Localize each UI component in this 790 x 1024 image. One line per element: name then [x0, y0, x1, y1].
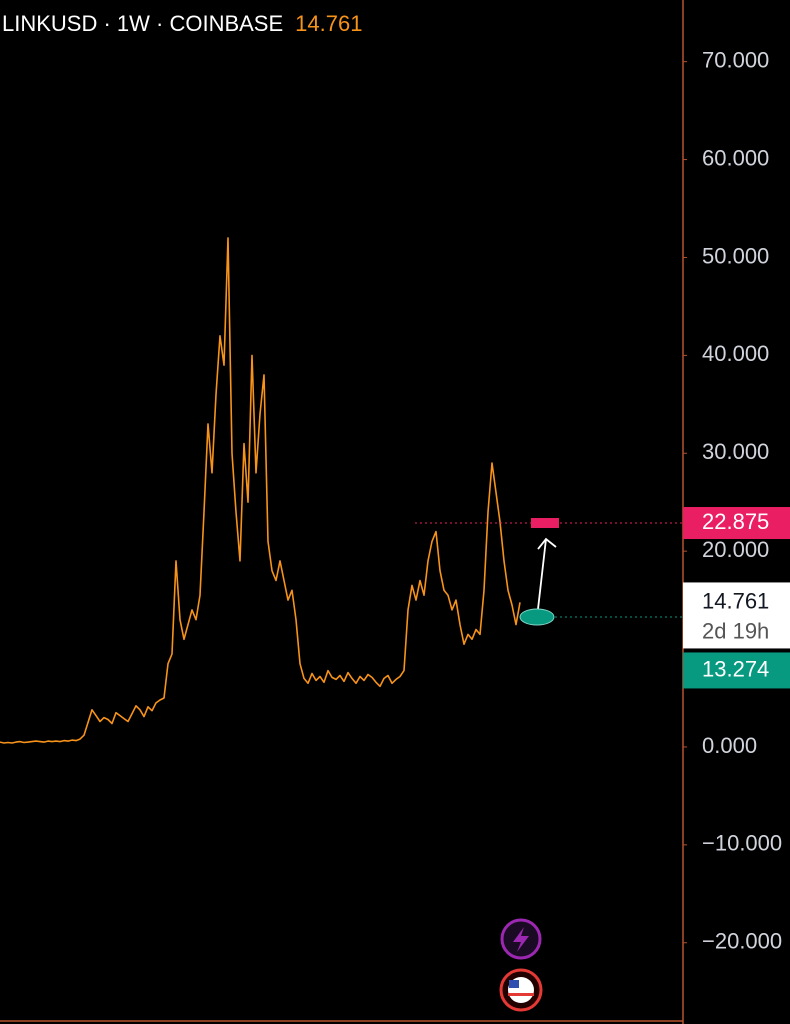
chart-title: LINKUSD · 1W · COINBASE: [2, 11, 283, 36]
arrow: [537, 537, 557, 610]
y-tick-label: 30.000: [702, 439, 769, 464]
entry-tag-label: 13.274: [702, 656, 769, 681]
y-tick-label: −10.000: [702, 831, 782, 856]
toolbar-icons: [499, 918, 543, 1012]
bolt-icon: [513, 927, 529, 952]
entry-tag: [683, 652, 790, 689]
last-price-tag: [683, 582, 790, 649]
flag-stripe: [508, 993, 534, 996]
last-price-label: 14.761: [702, 588, 769, 613]
y-tick-label: 60.000: [702, 145, 769, 170]
target-marker: [531, 518, 559, 529]
entry-marker: [519, 608, 555, 626]
target-tag: [683, 507, 790, 540]
price-line: [0, 237, 521, 744]
y-tick-label: 40.000: [702, 341, 769, 366]
y-tick-label: −20.000: [702, 929, 782, 954]
y-tick-label: 70.000: [702, 47, 769, 72]
header-price: 14.761: [295, 11, 362, 36]
y-tick-label: 20.000: [702, 537, 769, 562]
countdown: 2d 19h: [702, 618, 769, 643]
y-tick-label: 0.000: [702, 733, 757, 758]
y-tick-label: 50.000: [702, 243, 769, 268]
flag-canton: [509, 980, 519, 988]
target-tag-label: 22.875: [702, 509, 769, 534]
